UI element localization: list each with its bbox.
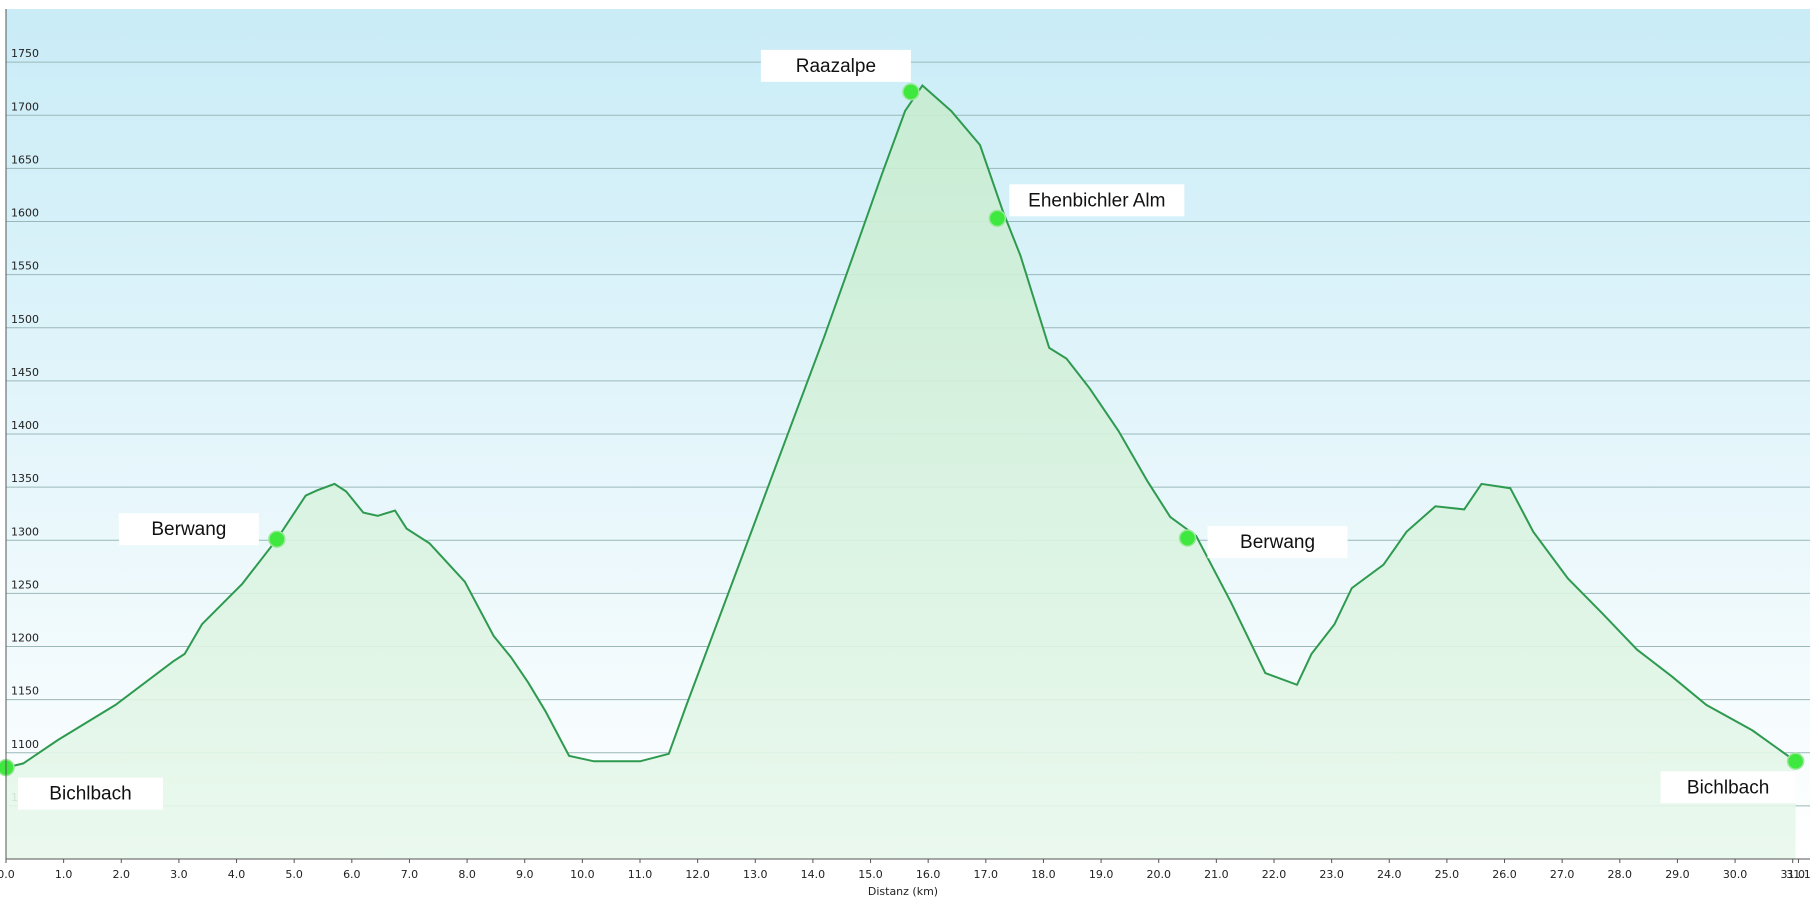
x-tick-label: 28.0 [1608,868,1633,881]
x-tick-label: 27.0 [1550,868,1575,881]
y-tick-label: 1100 [11,738,39,751]
waypoint-label: Bichlbach [1687,777,1769,798]
x-tick-label: 9.0 [516,868,534,881]
waypoint-label-box [18,777,163,810]
area-fill [6,85,1796,859]
x-tick-label: 7.0 [401,868,419,881]
x-tick-label: 31.0 [1780,868,1805,881]
x-tick-label: 12.0 [685,868,710,881]
x-tick-label: 8.0 [458,868,476,881]
waypoint-label-box [1009,184,1185,217]
x-tick-label: 0.0 [0,868,15,881]
waypoint-label: Bichlbach [49,784,131,805]
y-tick-label: 1350 [11,472,39,485]
waypoint-marker [1786,752,1805,770]
x-tick-label: 5.0 [285,868,303,881]
x-tick-label: 1.0 [55,868,73,881]
x-tick-label: 29.0 [1665,868,1690,881]
x-tick-label: 24.0 [1377,868,1402,881]
waypoint-label-box [1207,526,1348,559]
y-tick-label: 1650 [11,153,39,166]
x-tick-label: 11.0 [628,868,653,881]
x-tick-label: 23.0 [1319,868,1344,881]
x-tick-label: 31.1 [1786,868,1811,881]
x-tick-label: 14.0 [801,868,826,881]
y-tick-label: 1750 [11,47,39,60]
waypoint-label: Berwang [151,519,226,540]
waypoint-label: Raazalpe [796,56,876,77]
elevation-line [5,83,1797,769]
waypoint-marker [0,758,15,777]
y-tick-label: 1200 [11,632,39,645]
x-tick-label: 6.0 [343,868,361,881]
y-tick-label: 1250 [11,578,39,591]
y-tick-label: 1300 [11,525,39,538]
waypoint-marker [902,83,920,101]
waypoint-label-box [118,513,259,546]
x-tick-label: 30.0 [1723,868,1748,881]
x-tick-label: 2.0 [113,868,131,881]
waypoint-marker [268,530,286,548]
waypoint-label-box [760,49,911,82]
waypoint-marker [1178,529,1197,547]
y-tick-label: 1600 [11,207,39,220]
x-tick-label: 19.0 [1089,868,1114,881]
x-tick-label: 10.0 [570,868,595,881]
x-tick-label: 26.0 [1492,868,1517,881]
y-tick-label: 1550 [11,260,39,273]
y-tick-label: 1400 [11,419,39,432]
x-tick-label: 17.0 [974,868,999,881]
waypoint-label-box [1660,771,1796,804]
x-tick-label: 16.0 [916,868,941,881]
x-tick-label: 20.0 [1146,868,1171,881]
x-tick-label: 13.0 [743,868,768,881]
x-tick-label: 25.0 [1435,868,1460,881]
x-tick-label: 3.0 [170,868,188,881]
y-tick-label: 1700 [11,100,39,113]
y-tick-label: 1500 [11,313,39,326]
waypoint-label: Berwang [1240,532,1315,553]
y-tick-label: 1150 [11,685,39,698]
x-tick-label: 21.0 [1204,868,1229,881]
waypoint-label: Ehenbichler Alm [1028,190,1165,211]
x-tick-label: 18.0 [1031,868,1056,881]
x-tick-label: 15.0 [858,868,883,881]
waypoint-marker [988,209,1007,228]
y-tick-label: 1450 [11,366,39,379]
x-axis-label: Distanz (km) [868,885,938,898]
x-tick-label: 22.0 [1262,868,1287,881]
x-tick-label: 4.0 [228,868,246,881]
